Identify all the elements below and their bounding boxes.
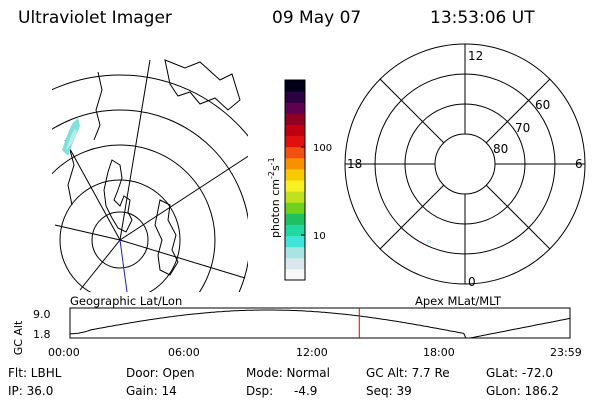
- polar-panel-caption: Apex MLat/MLT: [415, 294, 502, 308]
- colorbar-tick-10: 10: [313, 231, 326, 242]
- geographic-map: [52, 59, 248, 292]
- colorbar-tick-100: 100: [313, 143, 332, 154]
- coastline: [103, 159, 133, 233]
- meridian: [119, 155, 248, 241]
- xtick-0: 00:00: [48, 346, 80, 359]
- colorbar-swatch: [285, 246, 305, 259]
- mlt-line: [379, 184, 445, 250]
- mlt-label-12: 12: [468, 49, 483, 63]
- dsp-label: Dsp:: [246, 384, 274, 398]
- gain-status: Gain: 14: [126, 384, 177, 398]
- colorbar-swatch: [285, 191, 305, 203]
- colorbar-swatch: [285, 102, 305, 114]
- glat-status: GLat: -72.0: [486, 366, 553, 380]
- xtick-3: 18:00: [423, 346, 455, 359]
- date-label: 09 May 07: [272, 8, 362, 28]
- coastline: [93, 71, 103, 141]
- altitude-strip: GC Alt 9.0 1.8 00:00 06:00 12:00 18:00 2…: [12, 307, 582, 359]
- colorbar-swatch: [285, 168, 305, 181]
- colorbar-swatch: [285, 235, 305, 248]
- lat-circle: [52, 109, 248, 292]
- colorbar-swatch: [285, 257, 305, 270]
- colorbar-swatch: [285, 224, 305, 237]
- colorbar-units-label: photon cm-2s-1: [267, 157, 282, 238]
- meridian: [64, 139, 121, 241]
- gc-alt-status: GC Alt: 7.7 Re: [366, 366, 450, 380]
- altitude-ymin: 1.8: [33, 328, 51, 341]
- mlt-label-18: 18: [347, 157, 362, 171]
- coastline: [67, 149, 75, 206]
- colorbar-swatch: [285, 124, 305, 137]
- lat-circle: [52, 144, 216, 292]
- mlt-label-6: 6: [575, 157, 583, 171]
- glon-status: GLon: 186.2: [486, 384, 559, 398]
- colorbar-swatch: [285, 202, 305, 214]
- mlt-line: [379, 78, 445, 144]
- door-status: Door: Open: [126, 366, 195, 380]
- colorbar: 100 10 photon cm-2s-1: [267, 79, 332, 281]
- noon-meridian-line: [119, 239, 128, 292]
- altitude-ylabel: GC Alt: [12, 320, 25, 355]
- xtick-2: 12:00: [296, 346, 328, 359]
- colorbar-swatch: [285, 180, 305, 192]
- aurora-emission: [427, 240, 431, 243]
- mode-status: Mode: Normal: [246, 366, 330, 380]
- colorbar-swatch: [285, 113, 305, 125]
- geo-panel-caption: Geographic Lat/Lon: [70, 294, 183, 308]
- mlat-label-70: 70: [515, 121, 530, 135]
- altitude-ymax: 9.0: [33, 308, 51, 321]
- meridian: [54, 224, 121, 241]
- colorbar-swatch: [285, 135, 305, 148]
- time-label: 13:53:06 UT: [430, 8, 535, 28]
- colorbar-swatch: [285, 157, 305, 170]
- mlat-label-60: 60: [535, 98, 550, 112]
- ip-status: IP: 36.0: [8, 384, 54, 398]
- filter-status: Flt: LBHL: [8, 366, 62, 380]
- colorbar-swatch: [285, 268, 305, 281]
- mlt-line: [485, 184, 551, 250]
- xtick-4: 23:59: [550, 346, 582, 359]
- lat-circle: [91, 211, 149, 269]
- colorbar-swatch: [285, 80, 305, 92]
- mlt-label-0: 0: [468, 275, 476, 289]
- mlt-line: [485, 78, 551, 144]
- lat-circle: [59, 179, 181, 292]
- colorbar-swatch: [285, 213, 305, 225]
- coastline: [164, 59, 241, 111]
- meridian: [119, 59, 151, 241]
- colorbar-swatch: [285, 91, 305, 103]
- lat-circle: [52, 74, 248, 137]
- aurora-emission: [66, 128, 77, 150]
- mlat-label-80: 80: [493, 142, 508, 156]
- colorbar-swatch: [285, 146, 305, 159]
- dsp-value: -4.9: [294, 384, 318, 398]
- instrument-title: Ultraviolet Imager: [18, 8, 172, 28]
- seq-status: Seq: 39: [366, 384, 412, 398]
- meridian: [119, 239, 246, 279]
- meridian: [79, 239, 121, 291]
- coastline: [154, 199, 179, 276]
- altitude-curve: [70, 309, 571, 339]
- xtick-1: 06:00: [168, 346, 200, 359]
- polar-plot: 12 18 6 0 60 70 80: [344, 43, 586, 289]
- altitude-frame: [69, 307, 571, 339]
